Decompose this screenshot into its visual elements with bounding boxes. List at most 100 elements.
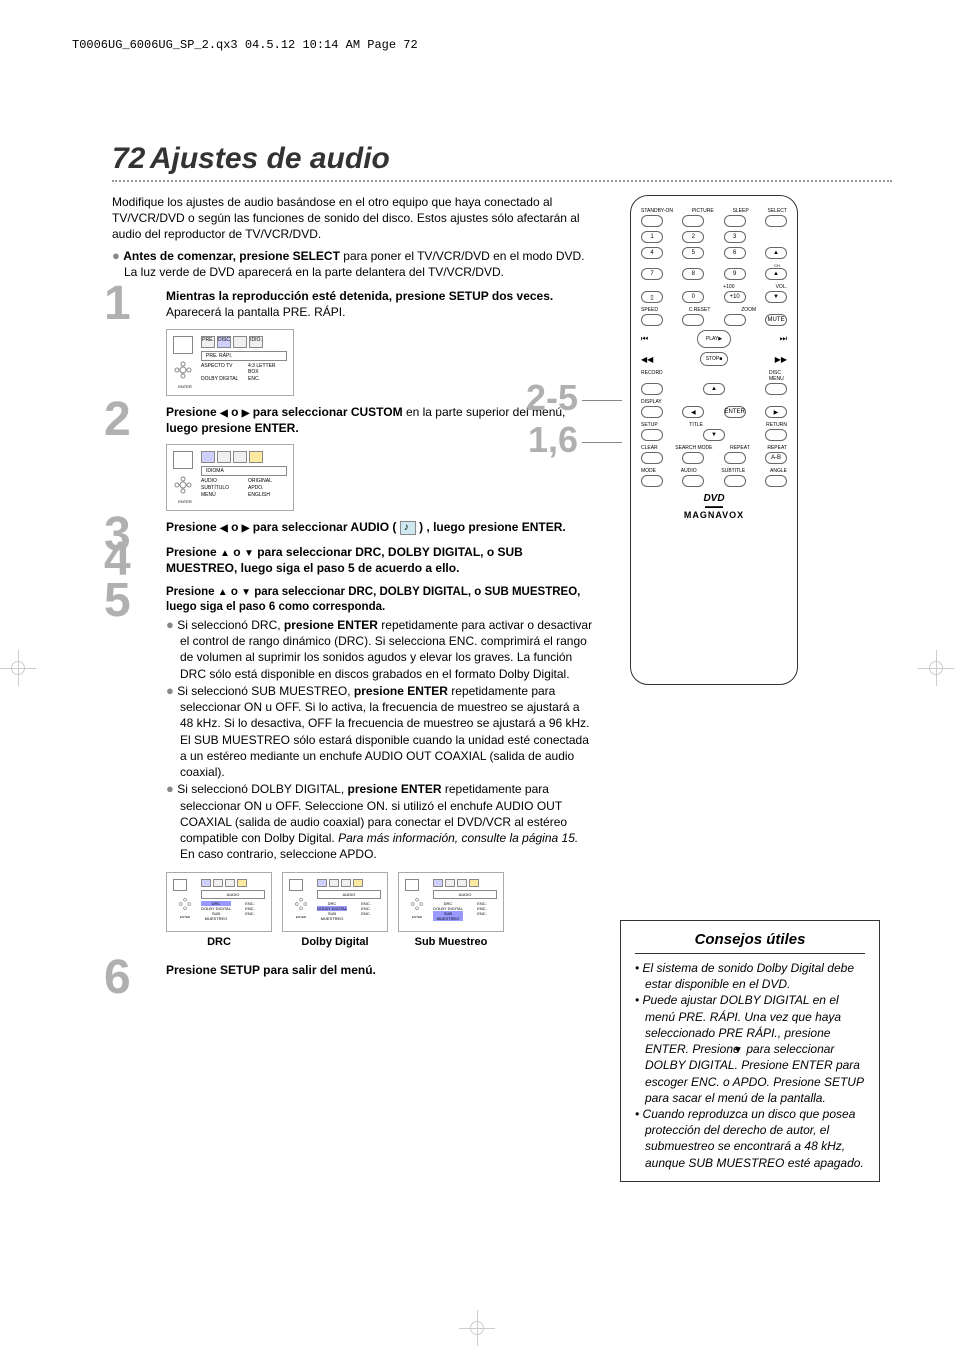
- step-2-mid: para seleccionar CUSTOM: [249, 405, 402, 419]
- step-number-1: 1: [104, 276, 131, 331]
- vol-up-button[interactable]: ▲: [765, 268, 787, 280]
- menu-row: APDO.: [248, 485, 287, 491]
- repeat-ab-button[interactable]: A-B: [765, 452, 787, 464]
- header-note: T0006UG_6006UG_SP_2.qx3 04.5.12 10:14 AM…: [72, 38, 418, 52]
- diagram-label-drc: DRC: [166, 936, 272, 948]
- b3-bold: presione ENTER: [348, 782, 442, 796]
- up-arrow-icon: ▲: [218, 586, 228, 600]
- repeat-button[interactable]: [724, 452, 746, 464]
- intro-bullet: ● Antes de comenzar, presione SELECT par…: [112, 247, 592, 281]
- intro-paragraph: Modifique los ajustes de audio basándose…: [112, 194, 592, 243]
- num-1-button[interactable]: 1: [641, 231, 663, 243]
- btn-label: CLEAR: [641, 445, 658, 451]
- step-3-content: Presione ◀ o ▶ para seleccionar AUDIO ( …: [166, 519, 596, 536]
- b2-pre: Si seleccionó SUB MUESTREO,: [177, 684, 354, 698]
- tv-icon: [289, 879, 303, 891]
- btn-label: SEARCH MODE: [675, 445, 712, 451]
- dvd-logo: DVD: [641, 493, 787, 504]
- record-button[interactable]: [641, 383, 663, 395]
- tab-item: [249, 451, 263, 463]
- bullet-sub: ● Si seleccionó SUB MUESTREO, presione E…: [166, 682, 596, 780]
- num-0-button[interactable]: 0: [682, 291, 704, 303]
- mode-button[interactable]: [641, 475, 663, 487]
- picture-button[interactable]: [682, 215, 704, 227]
- stop-button[interactable]: STOP ■: [700, 352, 728, 366]
- subtitle-button[interactable]: [724, 475, 746, 487]
- tab-item: [201, 451, 215, 463]
- bullet-icon: ●: [112, 248, 120, 263]
- display-label: DISPLAY: [641, 399, 662, 405]
- page-number: 72: [112, 142, 145, 175]
- step-4-content: Presione ▲ o ▼ para seleccionar DRC, DOL…: [166, 544, 596, 577]
- num-8-button[interactable]: 8: [682, 268, 704, 280]
- crop-mark-bottom: [459, 1310, 495, 1346]
- num-6-button[interactable]: 6: [724, 247, 746, 259]
- btn-label: REPEAT: [730, 445, 750, 451]
- return-label: RETURN: [766, 422, 787, 428]
- mute-button[interactable]: MUTE: [765, 314, 787, 326]
- rewind-icon[interactable]: ◀◀: [641, 355, 653, 364]
- num-2-button[interactable]: 2: [682, 231, 704, 243]
- tab-item: [233, 336, 247, 348]
- search-mode-button[interactable]: [682, 452, 704, 464]
- audio-button[interactable]: [682, 475, 704, 487]
- step-1-bold: Mientras la reproducción esté detenida, …: [166, 289, 553, 303]
- btn-label: AUDIO: [681, 468, 697, 474]
- num-4-button[interactable]: 4: [641, 247, 663, 259]
- title-heading: Ajustes de audio: [150, 142, 390, 175]
- menu-title: PRE. RÁPI.: [201, 351, 287, 361]
- up-button[interactable]: ▲: [703, 383, 725, 395]
- dpad-icon: [178, 897, 192, 911]
- speed-button[interactable]: [641, 314, 663, 326]
- bullet-icon: ●: [166, 781, 174, 796]
- left-button[interactable]: ◀: [682, 406, 704, 418]
- step-number-2: 2: [104, 392, 131, 447]
- forward-icon[interactable]: ▶▶: [775, 355, 787, 364]
- num-3-button[interactable]: 3: [724, 231, 746, 243]
- left-arrow-icon: ◀: [220, 522, 228, 536]
- crop-mark-right: [918, 650, 954, 686]
- disc-menu-button[interactable]: [765, 383, 787, 395]
- num-5-button[interactable]: 5: [682, 247, 704, 259]
- creset-button[interactable]: [682, 314, 704, 326]
- select-button[interactable]: [765, 215, 787, 227]
- angle-button[interactable]: [765, 475, 787, 487]
- tab-item: [217, 451, 231, 463]
- num-9-button[interactable]: 9: [724, 268, 746, 280]
- sleep-button[interactable]: [724, 215, 746, 227]
- display-button[interactable]: [641, 406, 663, 418]
- remote-ref-2: 1,6: [528, 419, 578, 460]
- b1-bold: presione ENTER: [284, 618, 378, 632]
- ch-up-button[interactable]: ▲: [765, 247, 787, 259]
- prev-track-icon[interactable]: ⏮: [641, 334, 648, 344]
- zoom-button[interactable]: [724, 314, 746, 326]
- plus10-button[interactable]: +10: [724, 291, 746, 303]
- vol-down-button[interactable]: ▼: [765, 291, 787, 303]
- diagram-label-sub: Sub Muestreo: [398, 936, 504, 948]
- down-button[interactable]: ▼: [703, 429, 725, 441]
- clear-button[interactable]: [641, 452, 663, 464]
- tip-1: • El sistema de sonido Dolby Digital deb…: [635, 960, 865, 992]
- right-button[interactable]: ▶: [765, 406, 787, 418]
- aux-button[interactable]: ▯: [641, 291, 663, 303]
- play-button[interactable]: PLAY ▶: [697, 330, 731, 348]
- setup-button[interactable]: [641, 429, 663, 441]
- page-title: 72 Ajustes de audio: [112, 142, 882, 176]
- num-7-button[interactable]: 7: [641, 268, 663, 280]
- step-number-5: 5: [104, 573, 131, 628]
- menu-row: AUDIO: [201, 478, 240, 484]
- step-5-mid: para seleccionar DRC, DOLBY DIGITAL, o S…: [166, 586, 580, 614]
- menu-row: DOLBY DIGITAL: [201, 376, 240, 382]
- tv-icon: [173, 451, 193, 469]
- step-number-6: 6: [104, 950, 131, 1005]
- next-track-icon[interactable]: ⏭: [780, 334, 787, 344]
- btn-label: C.RESET: [689, 307, 711, 313]
- setup-label: SETUP: [641, 422, 658, 428]
- or-text: o: [231, 586, 238, 598]
- enter-button[interactable]: ENTER: [724, 406, 746, 418]
- intro-bullet-bold: Antes de comenzar, presione SELECT: [123, 249, 340, 263]
- return-button[interactable]: [765, 429, 787, 441]
- standby-button[interactable]: [641, 215, 663, 227]
- btn-label: SPEED: [641, 307, 658, 313]
- bullet-dolby: ● Si seleccionó DOLBY DIGITAL, presione …: [166, 780, 596, 862]
